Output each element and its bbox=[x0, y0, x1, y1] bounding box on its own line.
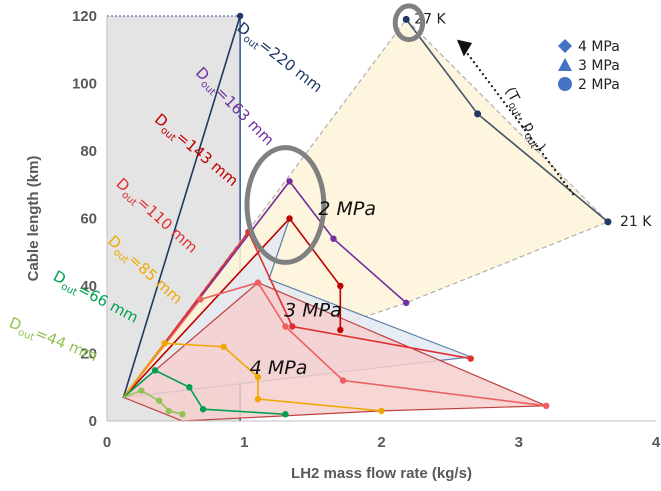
series-point-5-4 bbox=[378, 407, 385, 415]
x-tick-label: 4 bbox=[652, 434, 661, 451]
legend-marker-diamond bbox=[558, 39, 572, 53]
axes-layer: LH2 mass flow rate (kg/s) Cable length (… bbox=[25, 8, 661, 482]
series-point-2-1 bbox=[337, 282, 344, 290]
x-tick-label: 0 bbox=[103, 434, 111, 451]
series-point-2-0 bbox=[286, 215, 293, 222]
series-point-5-1 bbox=[220, 343, 227, 350]
y-tick-label: 80 bbox=[80, 143, 97, 160]
legend-label: 4 MPa bbox=[578, 39, 620, 55]
trend-arrow-line bbox=[456, 39, 575, 196]
series-point-7-1 bbox=[155, 397, 163, 404]
series-line-4 bbox=[122, 281, 547, 407]
series-point-5-0 bbox=[161, 340, 168, 347]
series-point-3-1 bbox=[289, 323, 296, 330]
series-point-6-1 bbox=[186, 384, 193, 391]
series-point-5-2 bbox=[254, 373, 262, 381]
legend-label: 3 MPa bbox=[578, 58, 620, 74]
series-line-0 bbox=[122, 15, 241, 398]
series-point-4-2 bbox=[282, 323, 289, 330]
series-point-0-0 bbox=[236, 12, 244, 20]
series-point-3-2 bbox=[467, 355, 474, 362]
series-point-4-4 bbox=[543, 402, 550, 410]
series-point-4-0 bbox=[197, 296, 204, 303]
dout-label-0: Dout=220 mm bbox=[232, 18, 326, 98]
regions-layer bbox=[121, 18, 610, 422]
y-tick-label: 20 bbox=[80, 346, 97, 363]
y-tick-label: 40 bbox=[80, 278, 97, 295]
series-line-2 bbox=[122, 217, 342, 398]
series-point-7-3 bbox=[179, 411, 186, 418]
temp-label-end: 21 K bbox=[620, 214, 652, 230]
series-point-6-0 bbox=[151, 367, 159, 374]
series-line-5 bbox=[122, 342, 382, 412]
legend-label: 2 MPa bbox=[578, 77, 620, 93]
y-axis-label: Cable length (km) bbox=[25, 156, 42, 282]
series-point-4-1 bbox=[254, 279, 262, 286]
series-line-1 bbox=[122, 180, 407, 398]
legend: 4 MPa 3 MPa 2 MPa bbox=[558, 39, 620, 93]
x-tick-label: 2 bbox=[377, 434, 385, 451]
series-point-5-3 bbox=[254, 395, 262, 403]
region-label-2: 4 MPa bbox=[250, 357, 308, 379]
envelope-point-1 bbox=[474, 110, 482, 118]
series-point-2-2 bbox=[337, 326, 344, 334]
series-point-6-2 bbox=[199, 405, 207, 413]
legend-marker-circle bbox=[558, 77, 572, 91]
series-point-4-3 bbox=[339, 377, 347, 384]
y-tick-label: 0 bbox=[89, 413, 97, 430]
y-tick-label: 120 bbox=[72, 8, 97, 25]
series-point-1-0 bbox=[286, 178, 293, 185]
series-layer bbox=[122, 12, 550, 418]
region-label-1: 3 MPa bbox=[284, 299, 342, 321]
series-point-7-0 bbox=[138, 387, 145, 394]
envelope-point-0 bbox=[402, 15, 410, 23]
series-line-3 bbox=[122, 230, 471, 398]
highlight-circle-0 bbox=[244, 145, 327, 265]
x-axis-label: LH2 mass flow rate (kg/s) bbox=[291, 465, 472, 482]
highlight-circle-1 bbox=[392, 3, 426, 43]
legend-marker-triangle bbox=[558, 58, 572, 71]
series-point-1-2 bbox=[403, 299, 410, 307]
series-point-7-2 bbox=[165, 407, 172, 415]
dout-label-6: Dout=44 mm bbox=[6, 314, 101, 369]
y-tick-label: 60 bbox=[80, 211, 97, 228]
y-tick-label: 100 bbox=[72, 76, 97, 93]
series-point-6-3 bbox=[282, 411, 289, 418]
region-4-mpa bbox=[122, 281, 547, 422]
trend-arrow-head bbox=[456, 39, 473, 57]
x-tick-label: 3 bbox=[515, 434, 523, 451]
region-label-0: 2 MPa bbox=[318, 198, 376, 220]
envelope-point-2 bbox=[604, 218, 612, 226]
x-tick-label: 1 bbox=[240, 434, 248, 451]
series-point-1-1 bbox=[330, 235, 337, 242]
